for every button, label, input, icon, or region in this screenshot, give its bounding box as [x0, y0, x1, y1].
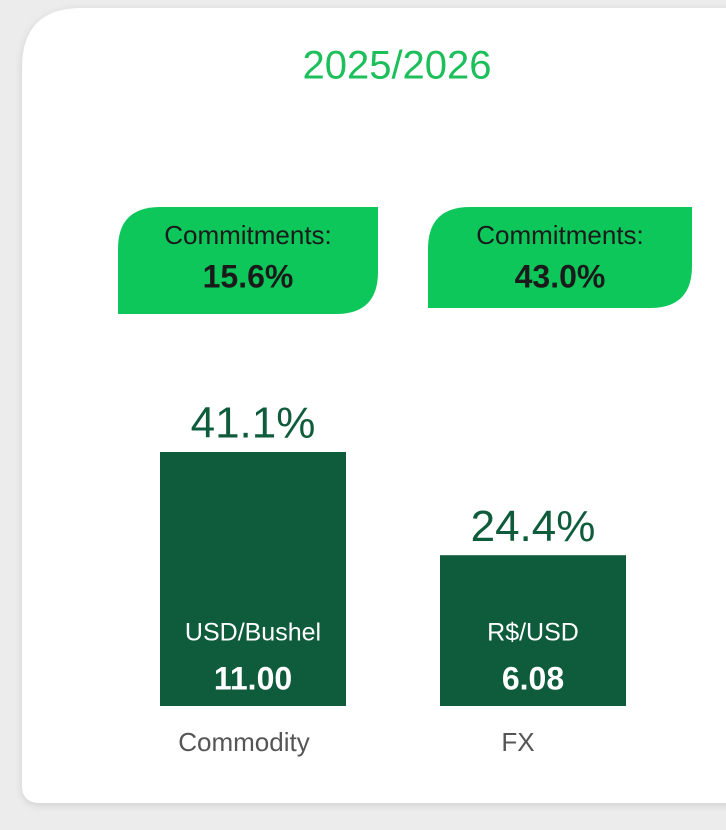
commitment-badge	[428, 207, 692, 308]
bar	[160, 452, 346, 706]
bar-price: 6.08	[502, 660, 564, 696]
commitment-label: Commitments:	[476, 220, 644, 250]
bar-unit: R$/USD	[487, 619, 579, 647]
commitment-label: Commitments:	[164, 220, 332, 250]
commitment-value: 43.0%	[515, 258, 606, 294]
category-label: FX	[501, 727, 534, 757]
commitment-badge	[118, 207, 378, 314]
chart-title: 2025/2026	[302, 44, 491, 88]
value-label: 41.1%	[191, 399, 316, 448]
value-label: 24.4%	[471, 502, 596, 551]
bar-unit: USD/Bushel	[185, 619, 321, 647]
category-label: Commodity	[178, 727, 309, 757]
commitment-value: 15.6%	[203, 258, 294, 294]
bar	[440, 555, 626, 706]
bar-price: 11.00	[214, 660, 292, 696]
